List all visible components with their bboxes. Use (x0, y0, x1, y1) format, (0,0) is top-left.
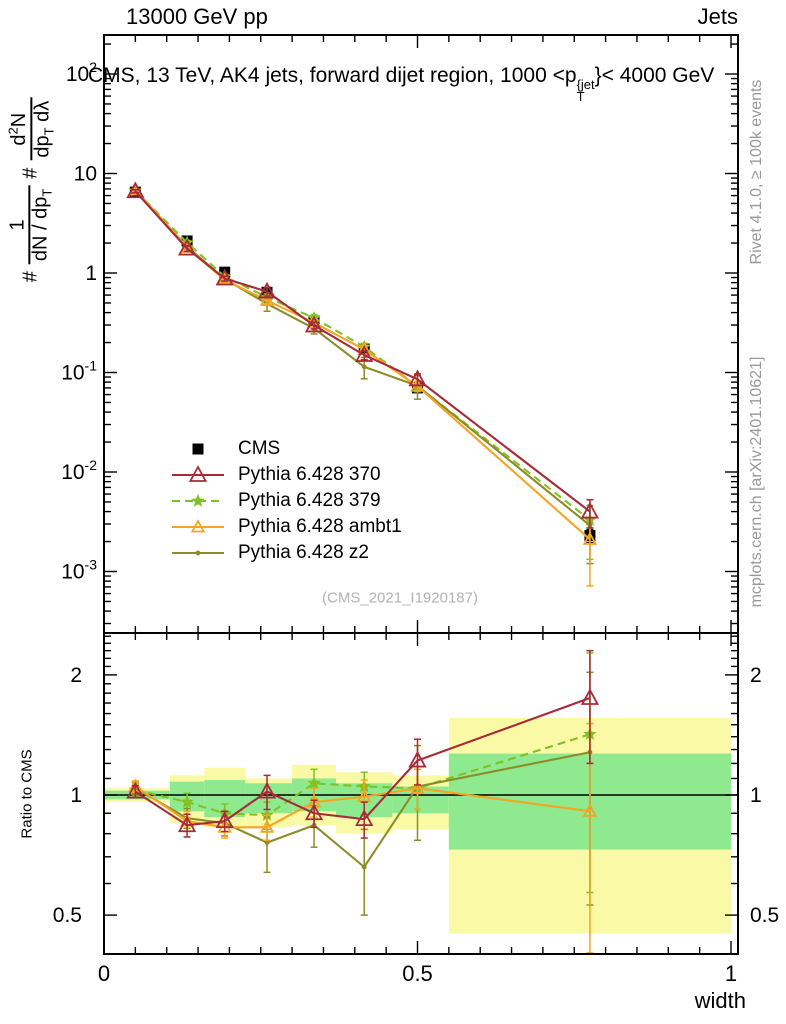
legend-label: CMS (238, 438, 281, 459)
legend-label: Pythia 6.428 z2 (238, 542, 369, 563)
legend-label: Pythia 6.428 ambt1 (238, 516, 402, 537)
y-main-tick-label: 10-2 (61, 457, 97, 484)
y-main-tick-label: 10-1 (61, 358, 97, 385)
plot-title-superscript: {jet (576, 77, 595, 92)
hash-symbol: # (19, 271, 42, 283)
legend-item-pythia-6-428-370: Pythia 6.428 370 (170, 462, 402, 488)
ratio-tick-label-left: 1 (70, 784, 82, 807)
plot-title-text: CMS, 13 TeV, AK4 jets, forward dijet reg… (88, 64, 577, 87)
ratio-tick-label-left: 2 (70, 664, 82, 687)
x-tick-label: 0.5 (402, 961, 433, 986)
legend-label: Pythia 6.428 370 (238, 464, 381, 485)
axis-ticks (103, 35, 738, 954)
y-axis-title: # 1 dN / dpT # d2N dpT dλ (5, 97, 57, 283)
legend-item-pythia-6-428-ambt1: Pythia 6.428 ambt1 (170, 514, 402, 540)
observable-fraction: d2N dpT dλ (5, 97, 57, 161)
legend-item-cms: CMS (170, 436, 402, 462)
legend-marker-p370 (172, 465, 224, 482)
plot-title-scripts: {jet T (576, 77, 595, 104)
fraction-numerator: d2N (5, 97, 33, 161)
x-tick-label: 0 (98, 961, 110, 986)
fraction-numerator: 1 (7, 185, 31, 265)
series-ratio-p370 (126, 649, 600, 839)
fraction-denominator: dN / dpT (29, 188, 55, 262)
ratio-panel-frame (103, 632, 739, 955)
legend-marker-cms (192, 443, 204, 455)
legend: CMS Pythia 6.428 370 Pythia 6.428 379 Pythi… (170, 436, 402, 566)
plot-title-text-end: }< 4000 GeV (594, 64, 715, 87)
ratio-tick-label-left: 0.5 (53, 904, 82, 927)
plot-title-subscript: T (576, 88, 585, 104)
analysis-id-watermark: (CMS_2021_I1920187) (322, 589, 478, 607)
legend-marker-ambt1 (172, 519, 224, 533)
ratio-panel-series (126, 649, 600, 954)
analysis-group-header: Jets (697, 4, 738, 29)
y-main-tick-label: 102 (66, 59, 97, 86)
y-main-tick-label: 1 (85, 262, 97, 285)
ratio-tick-label-right: 0.5 (750, 904, 779, 927)
hash-symbol: # (19, 167, 42, 179)
y-main-tick-label: 10-3 (61, 557, 97, 584)
fraction-denominator: dpT dλ (31, 100, 57, 158)
mcplots-arxiv-caption: mcplots.cern.ch [arXiv:2401.10621] (748, 356, 765, 608)
x-axis-title: width (694, 988, 746, 1013)
x-tick-label: 1 (725, 961, 737, 986)
legend-label: Pythia 6.428 379 (238, 490, 381, 511)
legend-marker-z2 (172, 550, 224, 556)
main-panel-series (126, 181, 600, 587)
series-main-p370 (126, 181, 600, 529)
plot-title: CMS, 13 TeV, AK4 jets, forward dijet reg… (88, 64, 715, 104)
beam-energy-header: 13000 GeV pp (126, 4, 268, 29)
legend-marker-p379 (172, 494, 224, 507)
legend-item-pythia-6-428-379: Pythia 6.428 379 (170, 488, 402, 514)
normalization-fraction: 1 dN / dpT (7, 185, 55, 265)
axis-tick-labels: 102 10 1 10-1 10-2 10-3 2 2 1 1 0.5 0.5 0 0.5 1 (53, 59, 779, 986)
legend-item-pythia-6-428-z2: Pythia 6.428 z2 (170, 540, 402, 566)
rivet-version-caption: Rivet 4.1.0, ≥ 100k events (748, 79, 765, 265)
y-main-tick-label: 10 (74, 163, 97, 186)
ratio-tick-label-right: 1 (750, 784, 762, 807)
ratio-axis-title: Ratio to CMS (18, 749, 36, 839)
ratio-tick-label-right: 2 (750, 664, 762, 687)
